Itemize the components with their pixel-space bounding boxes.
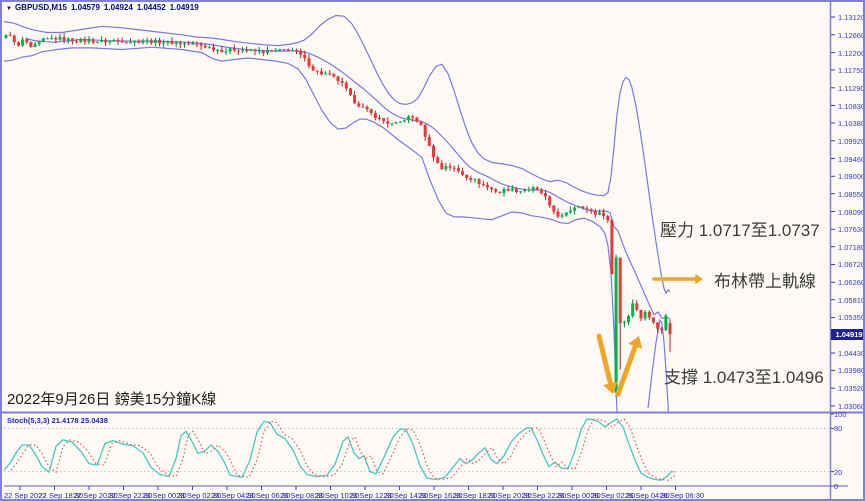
price-tick-label: 1.03060	[838, 402, 865, 411]
chart-header: ▼ GBPUSD,M15 1.04579 1.04924 1.04452 1.04919	[6, 3, 203, 12]
time-tick-label: 23 Sep 20:30	[487, 491, 532, 500]
price-tick-label: 1.11750	[838, 65, 865, 75]
price-tick-label: 1.05810	[838, 295, 865, 305]
time-tick-label: 23 Sep 22:30	[521, 491, 567, 500]
time-tick-label: 23 Sep 10:30	[314, 491, 360, 500]
symbol-label: GBPUSD,M15	[14, 3, 67, 12]
price-tick-label: 1.09920	[838, 136, 865, 146]
stochastic-indicator-label: Stoch(5,3,3) 21.4178 25.0438	[7, 416, 108, 425]
time-tick-label: 22 Sep 18:30	[38, 491, 84, 500]
price-tick-label: 1.06720	[838, 260, 865, 270]
candlesticks	[4, 31, 672, 397]
price-tick-label: 1.08550	[838, 189, 865, 199]
price-tick-label: 1.11290	[838, 83, 865, 93]
ohlc-open: 1.04579	[70, 3, 100, 12]
time-tick-label: 23 Sep 04:30	[211, 491, 256, 500]
bollinger-upper-band-annotation[interactable]: 布林帶上軌線	[714, 272, 816, 291]
upper-band-arrow[interactable]	[652, 273, 703, 285]
current-price-badge: 1.04919	[831, 329, 863, 340]
ohlc-close: 1.04919	[169, 3, 199, 12]
time-tick-label: 23 Sep 00:30	[142, 491, 187, 500]
time-tick-label: 22 Sep 2022	[4, 491, 47, 500]
price-tick-label: 1.03520	[838, 384, 865, 394]
time-tick-label: 23 Sep 18:30	[452, 491, 498, 500]
price-tick-label: 1.13120	[838, 13, 865, 22]
time-tick-label: 26 Sep 00:30	[556, 491, 601, 500]
annotation-arrows[interactable]	[596, 273, 703, 397]
time-tick-label: 22 Sep 22:30	[107, 491, 153, 500]
stoch-scale-label: 80	[834, 424, 843, 434]
time-tick-label: 23 Sep 06:30	[245, 491, 291, 500]
axis-ticks	[19, 16, 835, 490]
price-tick-label: 1.08090	[838, 207, 865, 217]
bollinger-upper-band	[4, 14, 671, 295]
price-tick-label: 1.12200	[838, 48, 865, 58]
stoch-scale-label: 0	[834, 482, 839, 491]
price-tick-label: 1.04430	[838, 349, 865, 359]
price-tick-label: 1.10380	[838, 118, 865, 128]
time-tick-label: 22 Sep 20:30	[73, 491, 118, 500]
price-tick-label: 1.07630	[838, 225, 865, 235]
down-candle-bodies	[8, 35, 672, 335]
price-tick-label: 1.05350	[838, 313, 865, 323]
up-candle-bodies	[4, 35, 668, 393]
stoch-scale-label: 20	[834, 467, 843, 477]
time-tick-label: 26 Sep 02:30	[590, 491, 636, 500]
bollinger-lower-band-end	[647, 318, 669, 412]
stoch-k-line	[4, 418, 673, 481]
stoch-scale-label: 100	[834, 410, 847, 419]
time-tick-label: 23 Sep 12:30	[349, 491, 394, 500]
time-tick-label: 23 Sep 08:30	[280, 491, 325, 500]
price-tick-label: 1.09000	[838, 172, 865, 182]
stochastic-plot	[4, 418, 830, 481]
time-tick-label: 23 Sep 16:30	[418, 491, 463, 500]
ohlc-high: 1.04924	[103, 3, 133, 12]
price-tick-label: 1.06260	[838, 278, 865, 288]
rebound-up-arrow[interactable]	[615, 336, 643, 397]
symbol-dropdown-icon[interactable]: ▼	[6, 6, 12, 12]
date-title-annotation[interactable]: 2022年9月26日 鎊美15分鐘K線	[7, 391, 217, 408]
price-tick-label: 1.10830	[838, 101, 865, 111]
down-candle-wicks	[9, 31, 671, 370]
price-tick-label: 1.03980	[838, 366, 865, 376]
stoch-d-line	[10, 418, 675, 481]
bollinger-middle-band	[25, 37, 671, 320]
price-tick-label: 1.09460	[838, 154, 865, 164]
price-tick-label: 1.12660	[838, 30, 865, 40]
time-tick-label: 26 Sep 06:30	[659, 491, 705, 500]
time-tick-label: 23 Sep 02:30	[176, 491, 222, 500]
crash-down-arrow[interactable]	[596, 333, 618, 394]
ohlc-low: 1.04452	[136, 3, 166, 12]
price-tick-label: 1.07180	[838, 242, 865, 252]
resistance-annotation[interactable]: 壓力 1.0717至1.0737	[660, 221, 820, 240]
time-tick-label: 26 Sep 04:30	[625, 491, 670, 500]
bollinger-lower-band	[4, 46, 618, 412]
time-tick-label: 23 Sep 14:30	[383, 491, 429, 500]
support-annotation[interactable]: 支撐 1.0473至1.0496	[664, 368, 824, 387]
